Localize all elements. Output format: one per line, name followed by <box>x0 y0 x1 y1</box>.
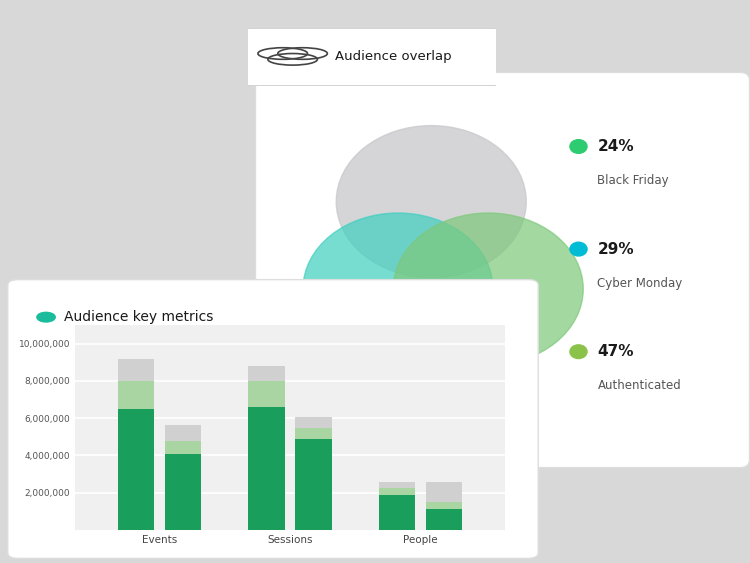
Bar <box>165 441 202 454</box>
Bar <box>165 454 202 530</box>
FancyBboxPatch shape <box>256 73 749 468</box>
Bar <box>118 381 154 409</box>
Circle shape <box>336 126 526 278</box>
Bar <box>248 366 285 381</box>
Circle shape <box>570 140 587 153</box>
Bar <box>165 425 202 441</box>
Bar <box>296 417 332 428</box>
Circle shape <box>303 213 493 365</box>
Bar <box>118 409 154 530</box>
Bar <box>425 502 462 508</box>
Circle shape <box>37 312 56 322</box>
Circle shape <box>570 242 587 256</box>
Bar <box>296 428 332 439</box>
Bar <box>248 381 285 407</box>
Text: 24%: 24% <box>598 139 634 154</box>
Text: Audience key metrics: Audience key metrics <box>64 310 213 324</box>
Circle shape <box>570 345 587 359</box>
Circle shape <box>393 213 584 365</box>
Bar <box>425 482 462 502</box>
Text: Audience overlap: Audience overlap <box>334 51 452 64</box>
Bar <box>248 407 285 530</box>
Text: 29%: 29% <box>598 242 634 257</box>
Text: 47%: 47% <box>598 344 634 359</box>
FancyBboxPatch shape <box>238 28 506 86</box>
Text: Black Friday: Black Friday <box>598 174 669 187</box>
Bar <box>379 488 415 494</box>
Text: Cyber Monday: Cyber Monday <box>598 277 682 290</box>
Bar <box>379 494 415 530</box>
Bar <box>379 482 415 488</box>
Text: Authenticated: Authenticated <box>598 379 681 392</box>
Bar <box>118 359 154 381</box>
FancyBboxPatch shape <box>8 280 538 558</box>
Bar <box>296 439 332 530</box>
Bar <box>425 508 462 530</box>
